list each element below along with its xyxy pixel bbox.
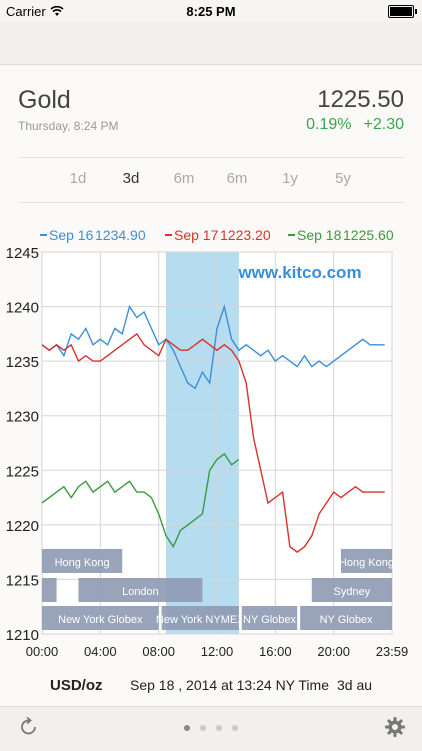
tab-5y[interactable]: 5y (335, 170, 351, 187)
session-label: London (122, 586, 159, 598)
series-line-sep-16 (41, 303, 385, 390)
tab-1d[interactable]: 1d (69, 170, 87, 187)
y-tick-label: 1240 (6, 300, 39, 317)
legend-label: Sep 17 (174, 227, 219, 243)
chart-unit: USD/oz (50, 677, 103, 694)
y-tick-label: 1230 (6, 409, 39, 426)
status-bar: Carrier 8:25 PM (0, 0, 422, 22)
tab-3d[interactable]: 3d (122, 170, 140, 187)
chart-period: 3d au (337, 677, 372, 693)
chart-watermark: www.kitco.com (237, 263, 361, 282)
x-tick-label: 20:00 (317, 644, 350, 659)
nymex-highlight-band (165, 252, 239, 634)
y-tick-label: 1235 (6, 354, 39, 371)
commodity-title: Gold (18, 86, 71, 114)
carrier-label: Carrier (6, 4, 46, 19)
session-bar (42, 549, 123, 573)
session-bar (42, 578, 57, 602)
tab-6m[interactable]: 6m (226, 170, 248, 187)
refresh-icon[interactable] (18, 716, 40, 738)
x-tick-label: 12:00 (201, 644, 234, 659)
legend-value: 1234.90 (95, 227, 146, 243)
session-bar (300, 606, 392, 630)
session-label: New York NYMEX (156, 614, 245, 626)
bottom-toolbar (0, 706, 422, 751)
x-tick-label: 00:00 (26, 644, 59, 659)
session-bar (78, 578, 203, 602)
session-bar (340, 549, 392, 573)
session-label: Hong Kong (55, 557, 110, 569)
wifi-icon (50, 6, 64, 16)
session-bar (161, 606, 239, 630)
carrier-group: Carrier (6, 4, 64, 19)
session-label: New York Globex (58, 614, 143, 626)
page-dot[interactable] (216, 725, 222, 731)
session-bar (311, 578, 392, 602)
page-dot[interactable] (200, 725, 206, 731)
page-indicator[interactable] (0, 725, 422, 731)
y-tick-label: 1210 (6, 627, 39, 644)
chart-timestamp: Sep 18 , 2014 at 13:24 NY Time (130, 677, 329, 693)
series-line-sep-18 (41, 452, 240, 549)
legend-label: Sep 18 (297, 227, 342, 243)
session-label: NY Globex (320, 614, 373, 626)
x-tick-label: 23:59 (376, 644, 409, 659)
tab-1m[interactable]: 6m (173, 170, 195, 187)
change-percent: 0.19% (306, 116, 352, 133)
range-tabs: 1d 3d 6m 6m 1y 5y (0, 170, 422, 190)
page-dot[interactable] (184, 725, 190, 731)
x-tick-label: 08:00 (142, 644, 175, 659)
navigation-bar (0, 22, 422, 65)
gear-icon[interactable] (384, 716, 406, 738)
current-price: 1225.50 (317, 86, 404, 113)
price-change: 0.19% +2.30 (306, 116, 404, 134)
session-label: NY Globex (243, 614, 296, 626)
y-tick-label: 1245 (6, 245, 39, 262)
x-tick-label: 04:00 (84, 644, 117, 659)
tab-1y[interactable]: 1y (282, 170, 298, 187)
x-tick-label: 16:00 (259, 644, 292, 659)
session-label: Sydney (334, 586, 371, 598)
legend-label: Sep 16 (49, 227, 94, 243)
y-tick-label: 1215 (6, 572, 39, 589)
legend-value: 1225.60 (343, 227, 394, 243)
battery-icon (388, 5, 417, 18)
tabs-divider (18, 202, 404, 203)
change-absolute: +2.30 (363, 116, 404, 133)
y-tick-label: 1225 (6, 463, 39, 480)
page-dot[interactable] (232, 725, 238, 731)
session-bar (42, 606, 159, 630)
session-label: Hong Kong (339, 557, 394, 569)
status-time: 8:25 PM (186, 4, 236, 19)
y-tick-label: 1220 (6, 518, 39, 535)
legend-value: 1223.20 (220, 227, 271, 243)
header-divider (18, 157, 404, 158)
quote-timestamp: Thursday, 8:24 PM (18, 119, 119, 133)
series-line-sep-17 (41, 332, 385, 553)
session-bar (241, 606, 298, 630)
